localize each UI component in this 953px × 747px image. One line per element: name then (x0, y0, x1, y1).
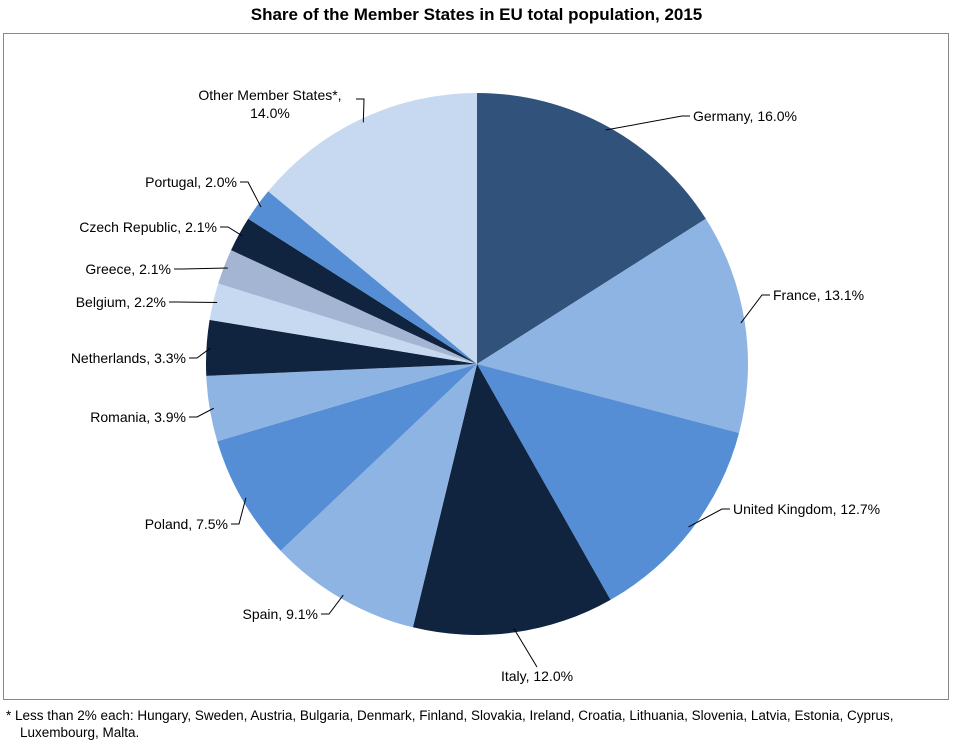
leader-line (231, 497, 247, 525)
pie-chart: Germany, 16.0% France, 13.1% United Kingdo… (71, 87, 880, 684)
data-label: Germany, 16.0% (693, 108, 797, 124)
pie-slice-united-kingdom (477, 364, 740, 600)
chart-title: Share of the Member States in EU total p… (250, 5, 703, 24)
pie-slice-spain (280, 364, 477, 628)
leader-line (605, 115, 690, 131)
data-label: Netherlands, 3.3% (71, 350, 186, 366)
pie-slice-greece (218, 250, 478, 364)
data-label: Romania, 3.9% (90, 409, 186, 425)
pie-slice-italy (412, 364, 611, 635)
pie-slice-france (477, 218, 748, 434)
data-label: 14.0% (250, 105, 290, 121)
pie-slice-poland (217, 364, 477, 551)
data-label: France, 13.1% (773, 287, 864, 303)
pie-slice-germany (477, 93, 706, 364)
pie-slice-romania (206, 364, 477, 442)
leader-line (321, 594, 344, 615)
leader-line (740, 294, 770, 324)
pie-slice-czech-republic (231, 218, 477, 364)
pie-slice-netherlands (206, 319, 477, 376)
footnote: * Less than 2% each: Hungary, Sweden, Au… (6, 708, 894, 740)
data-label: Portugal, 2.0% (145, 174, 237, 190)
pie-slice-other-member-states- (268, 93, 477, 364)
data-label: Poland, 7.5% (145, 516, 228, 532)
data-label: Belgium, 2.2% (76, 294, 166, 310)
data-label: Italy, 12.0% (501, 668, 573, 684)
data-label: Spain, 9.1% (243, 606, 319, 622)
leader-line (240, 181, 262, 208)
data-label: Greece, 2.1% (85, 261, 171, 277)
data-label: Czech Republic, 2.1% (79, 219, 217, 235)
leader-line (189, 407, 214, 418)
pie-slice-belgium (209, 283, 478, 364)
data-label: Other Member States*, (198, 87, 341, 103)
leader-line (513, 628, 538, 668)
leader-line (220, 226, 243, 237)
leader-line (174, 267, 228, 270)
chart-frame (3, 33, 949, 700)
data-label: United Kingdom, 12.7% (733, 501, 880, 517)
leader-line (688, 508, 730, 528)
pie-slice-portugal (248, 191, 477, 364)
leader-line (356, 98, 365, 123)
leader-line (189, 347, 211, 359)
